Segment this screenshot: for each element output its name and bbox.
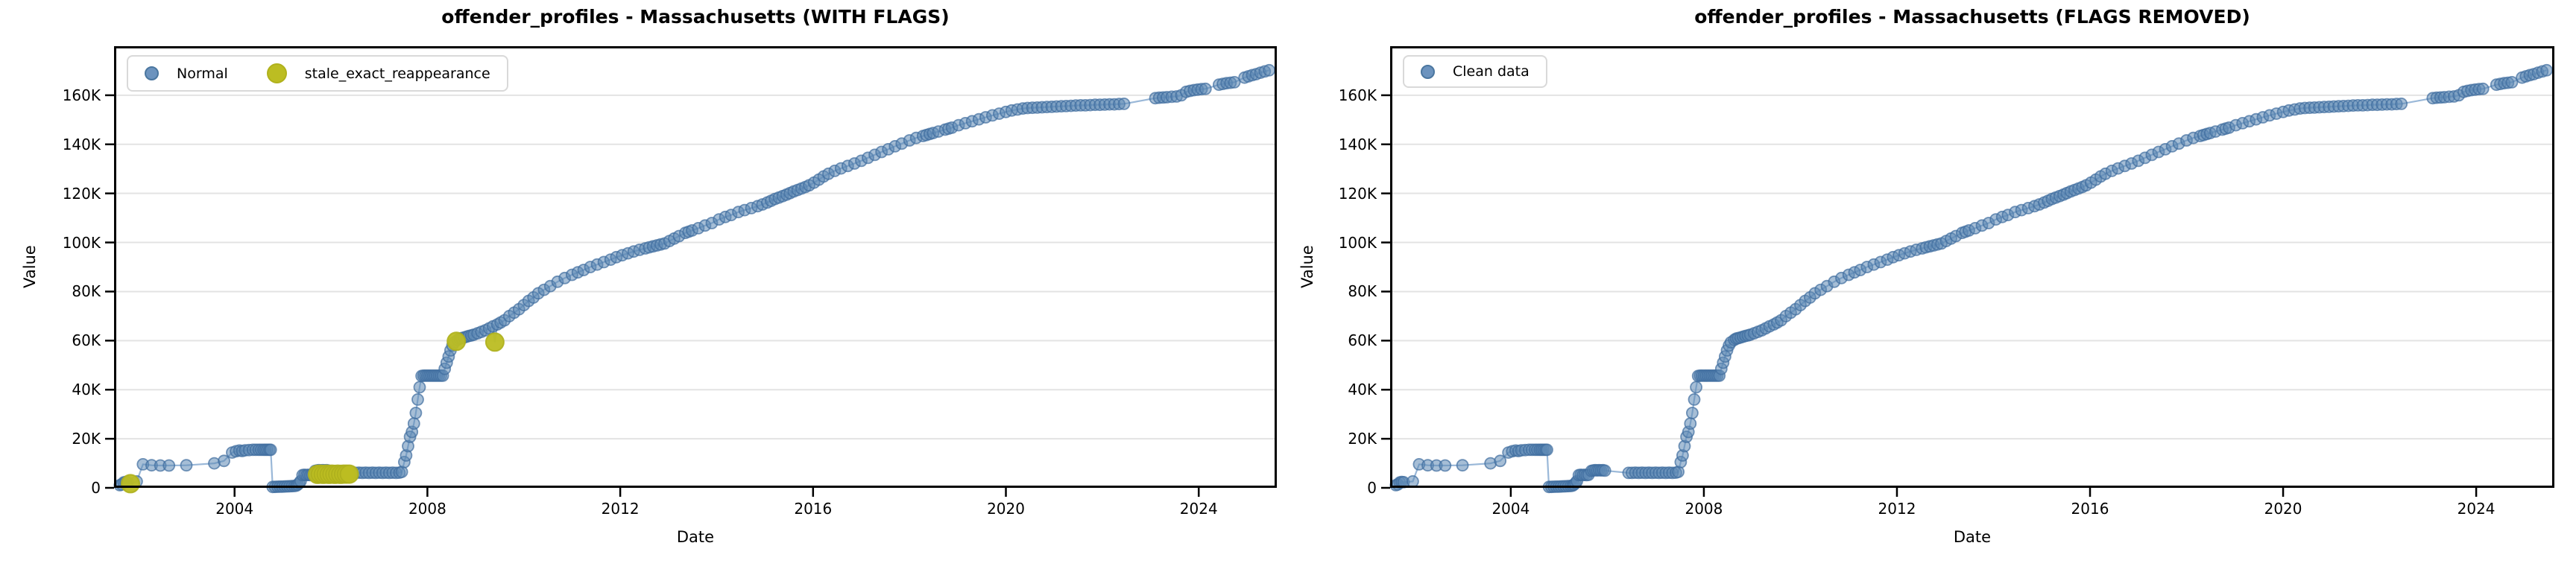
y-tick-label: 0 xyxy=(91,479,101,497)
data-line xyxy=(1395,69,2547,488)
x-axis-label: Date xyxy=(1953,528,1992,546)
x-tick-label: 2016 xyxy=(2071,500,2109,518)
y-tick-label: 160K xyxy=(1338,86,1377,104)
data-point xyxy=(1684,417,1697,430)
legend: Normal stale_exact_reappearance xyxy=(127,55,508,92)
y-tick-label: 120K xyxy=(62,184,101,203)
legend-item-normal: Normal xyxy=(145,66,228,82)
axes-frame xyxy=(114,46,1277,488)
data-point xyxy=(1117,98,1131,110)
legend-item-stale-exact-reappearance: stale_exact_reappearance xyxy=(266,63,490,83)
flagged-data-point xyxy=(339,464,359,484)
x-tick-label: 2020 xyxy=(987,500,1025,518)
data-point xyxy=(1199,82,1212,95)
flagged-data-point xyxy=(446,331,467,352)
plot-area xyxy=(1381,46,2554,497)
x-tick-label: 2008 xyxy=(1685,500,1723,518)
data-point xyxy=(1685,407,1699,419)
data-point xyxy=(409,407,423,419)
data-point xyxy=(162,459,176,472)
plot-svg xyxy=(105,46,1277,497)
legend-label: Normal xyxy=(177,65,228,82)
x-tick-label: 2004 xyxy=(215,500,254,518)
data-point xyxy=(1228,76,1241,89)
legend-item-clean-data: Clean data xyxy=(1421,63,1530,80)
y-tick-label: 140K xyxy=(1338,135,1377,153)
data-point xyxy=(2476,82,2490,95)
x-tick-label: 2024 xyxy=(1179,500,1218,518)
plot-area xyxy=(105,46,1277,497)
data-point xyxy=(1494,454,1507,468)
plot-svg xyxy=(1381,46,2554,497)
legend: Clean data xyxy=(1403,55,1547,88)
data-point xyxy=(2540,63,2553,77)
x-tick-label: 2004 xyxy=(1491,500,1530,518)
x-tick-label: 2012 xyxy=(1878,500,1916,518)
circle-icon xyxy=(266,63,287,83)
data-point xyxy=(218,454,230,468)
y-tick-label: 100K xyxy=(1338,233,1377,252)
y-tick-label: 160K xyxy=(62,86,101,104)
data-point xyxy=(1406,475,1419,488)
x-tick-label: 2012 xyxy=(601,500,640,518)
legend-label: stale_exact_reappearance xyxy=(304,65,490,82)
x-tick-label: 2016 xyxy=(794,500,833,518)
data-point xyxy=(1541,443,1553,457)
y-tick-label: 120K xyxy=(1338,184,1377,203)
x-tick-label: 2020 xyxy=(2264,500,2302,518)
chart-title: offender_profiles - Massachusetts (FLAGS… xyxy=(1694,6,2250,28)
data-point xyxy=(1598,464,1611,477)
circle-icon xyxy=(145,66,159,80)
x-tick-label: 2008 xyxy=(408,500,446,518)
data-point xyxy=(1688,393,1701,406)
y-tick-label: 40K xyxy=(1348,381,1377,399)
legend-label: Clean data xyxy=(1453,63,1530,80)
y-tick-label: 140K xyxy=(62,135,101,153)
axes-frame xyxy=(1390,46,2554,488)
data-point xyxy=(180,459,193,472)
y-tick-label: 80K xyxy=(72,282,101,301)
data-point xyxy=(1690,381,1703,394)
x-tick-label: 2024 xyxy=(2457,500,2496,518)
circle-icon xyxy=(1421,64,1435,79)
data-point xyxy=(1439,459,1452,472)
data-point xyxy=(411,393,424,406)
y-tick-label: 0 xyxy=(1367,479,1377,497)
chart-title: offender_profiles - Massachusetts (WITH … xyxy=(441,6,950,28)
data-point xyxy=(2395,98,2408,110)
data-point xyxy=(1456,459,1469,472)
y-tick-label: 60K xyxy=(1348,331,1377,350)
y-tick-label: 100K xyxy=(62,233,101,252)
y-tick-label: 40K xyxy=(72,381,101,399)
flagged-data-point xyxy=(121,474,140,494)
data-point xyxy=(2505,76,2519,89)
y-tick-label: 20K xyxy=(72,430,101,448)
x-axis-label: Date xyxy=(676,528,715,546)
y-tick-label: 80K xyxy=(1348,282,1377,301)
data-point xyxy=(264,443,277,457)
flagged-data-point xyxy=(484,332,505,352)
y-tick-label: 20K xyxy=(1348,430,1377,448)
y-tick-label: 60K xyxy=(72,331,101,350)
